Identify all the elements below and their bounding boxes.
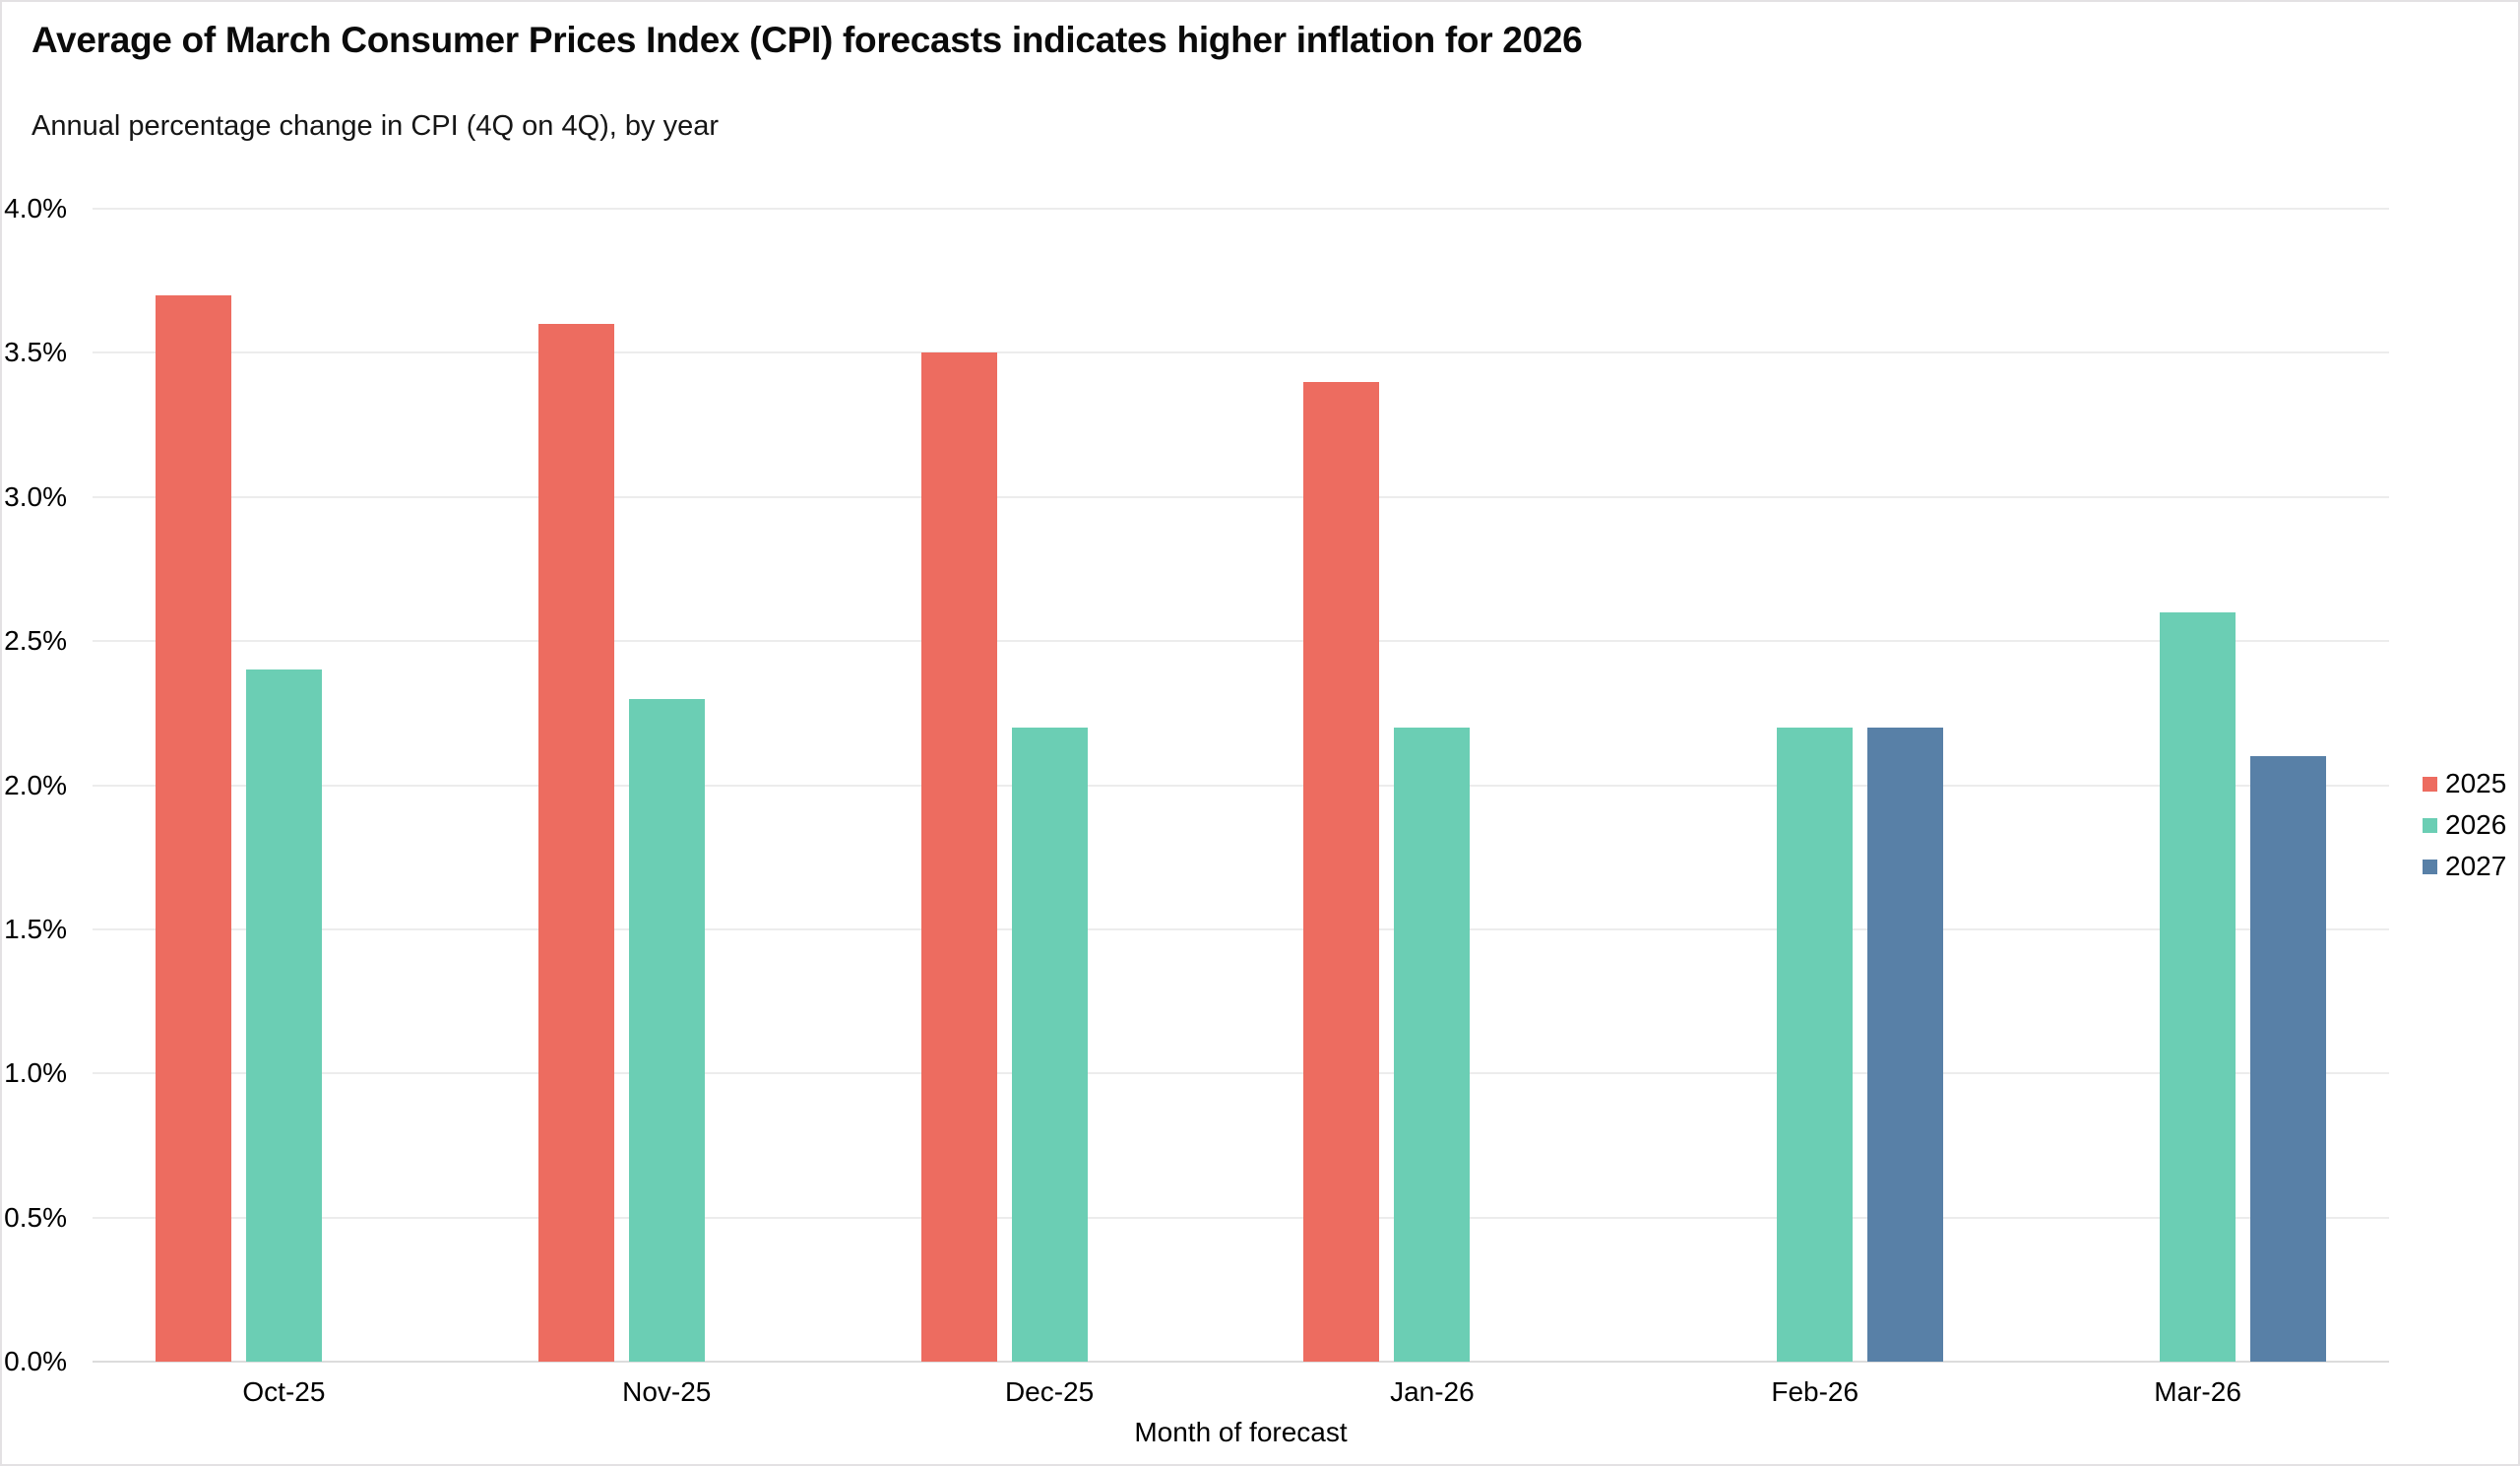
gridline-0.0% xyxy=(93,1361,2389,1363)
chart-title: Average of March Consumer Prices Index (… xyxy=(32,20,1583,60)
x-axis-title: Month of forecast xyxy=(1134,1417,1348,1447)
x-tick-label-Oct-25: Oct-25 xyxy=(242,1376,326,1407)
y-tick-label-0.5%: 0.5% xyxy=(4,1201,67,1233)
bar-2026-Oct-25[interactable] xyxy=(245,669,322,1362)
y-tick-label-2.5%: 2.5% xyxy=(4,625,67,657)
y-tick-label-1.0%: 1.0% xyxy=(4,1057,67,1089)
x-tick-label-Jan-26: Jan-26 xyxy=(1390,1376,1475,1407)
x-tick-label-Dec-25: Dec-25 xyxy=(1004,1376,1095,1407)
legend-item-2025[interactable]: 2025 xyxy=(2423,768,2507,798)
bar-2026-Dec-25[interactable] xyxy=(1011,727,1088,1362)
y-tick-label-1.5%: 1.5% xyxy=(4,913,67,944)
legend-item-2026[interactable]: 2026 xyxy=(2423,809,2507,840)
bars-layer xyxy=(93,209,2389,1362)
bar-2026-Mar-26[interactable] xyxy=(2160,611,2236,1362)
x-tick-label-Mar-26: Mar-26 xyxy=(2154,1376,2241,1407)
gridline-2.5% xyxy=(93,640,2389,643)
bar-2027-Feb-26[interactable] xyxy=(1867,727,1944,1362)
bar-2025-Dec-25[interactable] xyxy=(920,352,997,1362)
gridline-2.0% xyxy=(93,784,2389,787)
bar-group-Feb-26 xyxy=(1623,209,2006,1362)
gridline-1.0% xyxy=(93,1072,2389,1075)
legend: 2025 2026 2027 xyxy=(2423,768,2507,893)
legend-item-2027[interactable]: 2027 xyxy=(2423,851,2507,881)
bar-2025-Oct-25[interactable] xyxy=(155,294,231,1362)
bar-2026-Feb-26[interactable] xyxy=(1777,727,1854,1362)
y-tick-label-2.0%: 2.0% xyxy=(4,769,67,800)
plot-area: 4.0% 3.5% 3.0% 2.5% 2.0% 1.5% 1.0% 0.5% 0.0% xyxy=(4,193,2389,1376)
gridline-3.5% xyxy=(93,351,2389,354)
bar-2025-Jan-26[interactable] xyxy=(1303,381,1380,1362)
x-tick-label-Nov-25: Nov-25 xyxy=(622,1376,712,1407)
gridline-4.0% xyxy=(93,208,2389,210)
bar-2026-Jan-26[interactable] xyxy=(1394,727,1471,1362)
x-axis-labels: Oct-25 Nov-25 Dec-25 Jan-26 Feb-26 Mar-26 xyxy=(93,1376,2389,1408)
gridline-3.0% xyxy=(93,495,2389,498)
bar-group-Nov-25 xyxy=(475,209,858,1362)
legend-label-2026: 2026 xyxy=(2445,809,2507,840)
bar-2027-Mar-26[interactable] xyxy=(2250,756,2327,1362)
legend-swatch-2025 xyxy=(2423,776,2437,792)
chart-subtitle: Annual percentage change in CPI (4Q on 4… xyxy=(32,110,720,142)
bar-group-Jan-26 xyxy=(1240,209,1623,1362)
bar-group-Oct-25 xyxy=(93,209,475,1362)
legend-swatch-2027 xyxy=(2423,859,2437,874)
gridline-1.5% xyxy=(93,927,2389,930)
y-tick-label-3.0%: 3.0% xyxy=(4,480,67,512)
bar-2025-Nov-25[interactable] xyxy=(537,324,614,1362)
y-tick-label-3.5%: 3.5% xyxy=(4,337,67,368)
y-tick-label-0.0%: 0.0% xyxy=(4,1346,67,1376)
bar-group-Dec-25 xyxy=(858,209,1241,1362)
legend-swatch-2026 xyxy=(2423,817,2437,833)
legend-label-2027: 2027 xyxy=(2445,851,2507,881)
y-tick-label-4.0%: 4.0% xyxy=(4,193,67,223)
bar-2026-Nov-25[interactable] xyxy=(628,698,705,1362)
bar-group-Mar-26 xyxy=(2006,209,2389,1362)
gridline-0.5% xyxy=(93,1216,2389,1219)
x-tick-label-Feb-26: Feb-26 xyxy=(1771,1376,1859,1407)
legend-label-2025: 2025 xyxy=(2445,768,2507,798)
